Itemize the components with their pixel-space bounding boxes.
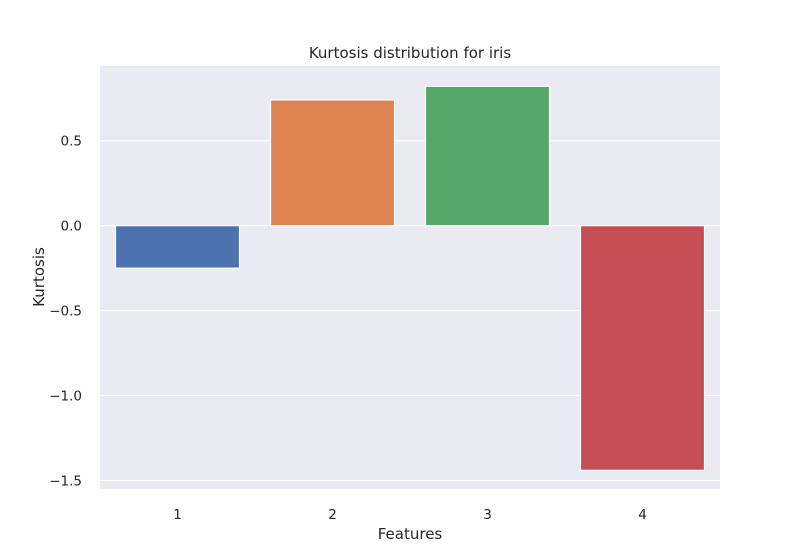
y-tick-labels: 0.5 0.0 −0.5 −1.0 −1.5	[49, 134, 82, 490]
x-tick-labels: 1 2 3 4	[173, 507, 647, 523]
y-tick-label: 0.5	[61, 134, 82, 150]
chart-title: Kurtosis distribution for iris	[309, 44, 512, 62]
x-axis-label: Features	[378, 525, 443, 543]
x-tick-label: 3	[483, 507, 492, 523]
y-tick-label: −1.5	[49, 474, 82, 490]
bar-feature-3	[424, 85, 551, 227]
y-axis-label: Kurtosis	[30, 247, 48, 307]
x-tick-label: 4	[638, 507, 647, 523]
bars	[114, 85, 706, 471]
y-tick-label: −0.5	[49, 304, 82, 320]
y-tick-label: 0.0	[61, 219, 82, 235]
bar-feature-2	[269, 99, 396, 227]
x-tick-label: 2	[328, 507, 337, 523]
bar-feature-4	[579, 225, 706, 471]
bar-feature-1	[114, 225, 241, 269]
x-tick-label: 1	[173, 507, 182, 523]
y-tick-label: −1.0	[49, 389, 82, 405]
